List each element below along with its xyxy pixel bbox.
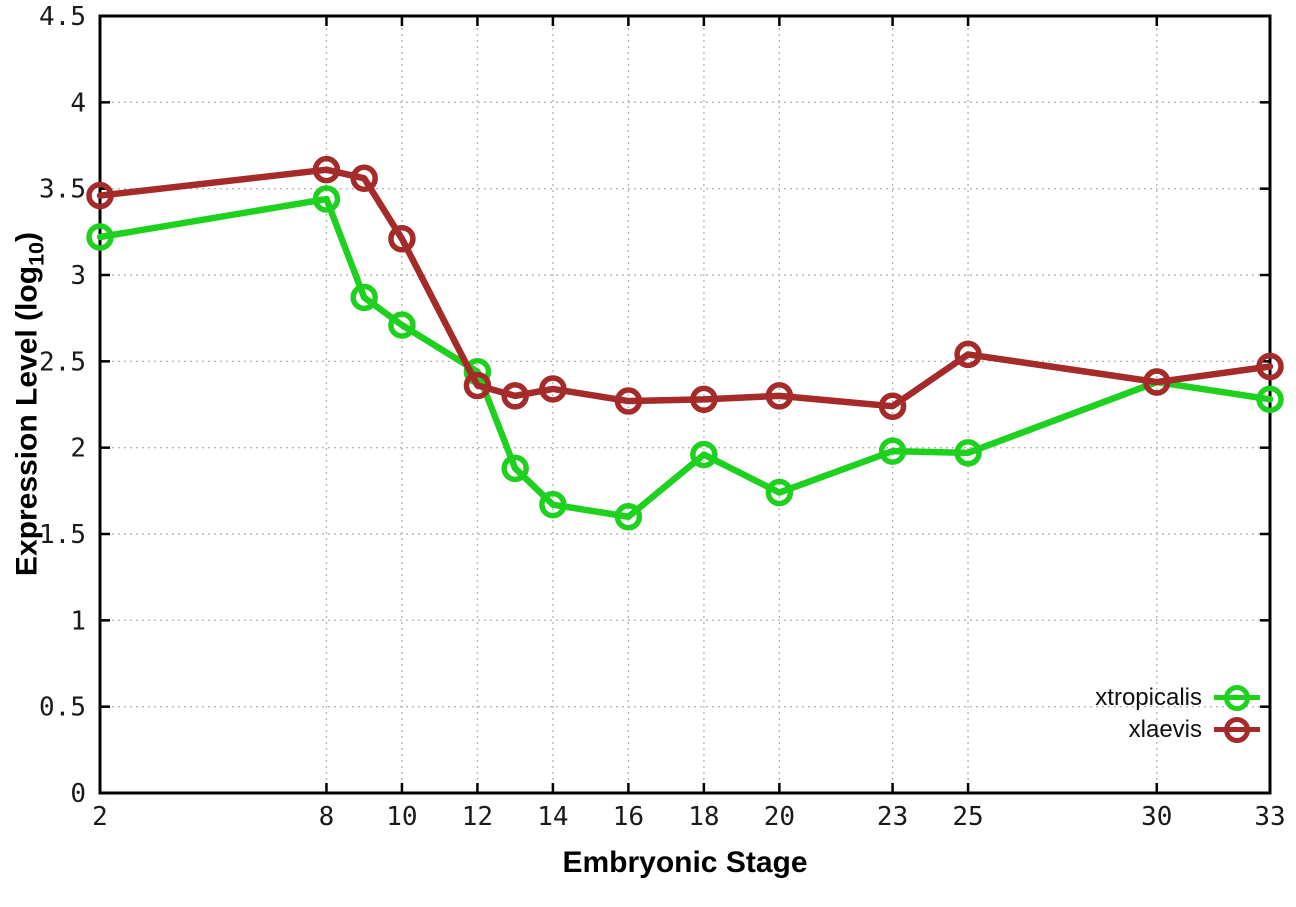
- marker-xlaevis: [1256, 352, 1284, 381]
- marker-xlaevis: [765, 382, 794, 410]
- x-tick-label: 14: [537, 802, 568, 832]
- marker-xtropicalis: [690, 440, 718, 469]
- marker-xtropicalis: [539, 490, 567, 519]
- marker-xtropicalis: [878, 437, 907, 465]
- marker-xlaevis: [614, 387, 643, 415]
- x-tick-label: 8: [319, 802, 335, 832]
- legend-label-xlaevis: xlaevis: [1128, 715, 1202, 743]
- y-tick-label: 2: [70, 434, 86, 464]
- marker-xlaevis: [350, 164, 378, 193]
- marker-xlaevis: [539, 375, 567, 403]
- legend-point-sample: [1224, 684, 1250, 711]
- x-axis-title: Embryonic Stage: [562, 846, 808, 879]
- y-tick-label: 0.5: [39, 693, 86, 723]
- legend-item-xlaevis: xlaevis: [1095, 715, 1260, 744]
- marker-xlaevis: [878, 392, 907, 420]
- y-axis-title-text: Expression Level (log: [10, 265, 44, 577]
- marker-xtropicalis: [388, 311, 416, 339]
- x-tick-label: 2: [92, 802, 108, 832]
- y-tick-label: 4.5: [39, 2, 86, 32]
- legend: xtropicalis xlaevis: [1095, 683, 1260, 744]
- x-tick-label: 30: [1141, 802, 1172, 832]
- y-tick-label: 4: [70, 88, 86, 118]
- legend-marker-xlaevis: [1214, 715, 1260, 744]
- marker-xlaevis: [388, 224, 416, 253]
- series-line-xtropicalis: [96, 195, 1274, 520]
- x-tick-label: 10: [386, 802, 417, 832]
- x-tick-label: 18: [688, 802, 719, 832]
- plot-border: [98, 14, 1272, 795]
- marker-xtropicalis: [501, 454, 529, 483]
- x-tick-label: 16: [613, 802, 644, 832]
- marker-xtropicalis: [765, 478, 794, 507]
- y-tick-label: 0: [70, 779, 86, 809]
- marker-xtropicalis: [312, 185, 341, 213]
- y-tick-label: 1: [70, 606, 86, 636]
- legend-label-xtropicalis: xtropicalis: [1095, 683, 1202, 711]
- y-tick-label: 3.5: [39, 175, 86, 205]
- marker-xtropicalis: [954, 439, 982, 467]
- marker-xlaevis: [463, 371, 492, 400]
- marker-xtropicalis: [614, 502, 643, 531]
- marker-xlaevis: [954, 340, 982, 369]
- marker-xtropicalis: [86, 223, 114, 251]
- y-axis-title-suffix: ): [10, 231, 44, 242]
- marker-xlaevis: [1143, 368, 1171, 396]
- marker-xlaevis: [690, 385, 718, 414]
- legend-marker-xtropicalis: [1214, 683, 1260, 712]
- marker-xtropicalis: [350, 283, 378, 312]
- y-tick-label: 2.5: [39, 347, 86, 377]
- y-tick-label: 1.5: [39, 520, 86, 550]
- x-tick-label: 23: [877, 802, 908, 832]
- marker-xtropicalis: [1256, 385, 1284, 414]
- y-axis-title-subscript: 10: [23, 241, 49, 266]
- x-tick-label: 12: [462, 802, 493, 832]
- legend-point-sample: [1224, 716, 1250, 743]
- x-tick-label: 25: [952, 802, 983, 832]
- x-tick-label: 20: [764, 802, 795, 832]
- y-tick-label: 3: [70, 261, 86, 291]
- marker-xlaevis: [501, 382, 529, 410]
- y-axis-title: Expression Level (log10): [11, 232, 50, 576]
- x-tick-label: 33: [1254, 802, 1285, 832]
- legend-item-xtropicalis: xtropicalis: [1095, 683, 1260, 712]
- marker-xlaevis: [312, 155, 341, 184]
- marker-xlaevis: [86, 181, 114, 210]
